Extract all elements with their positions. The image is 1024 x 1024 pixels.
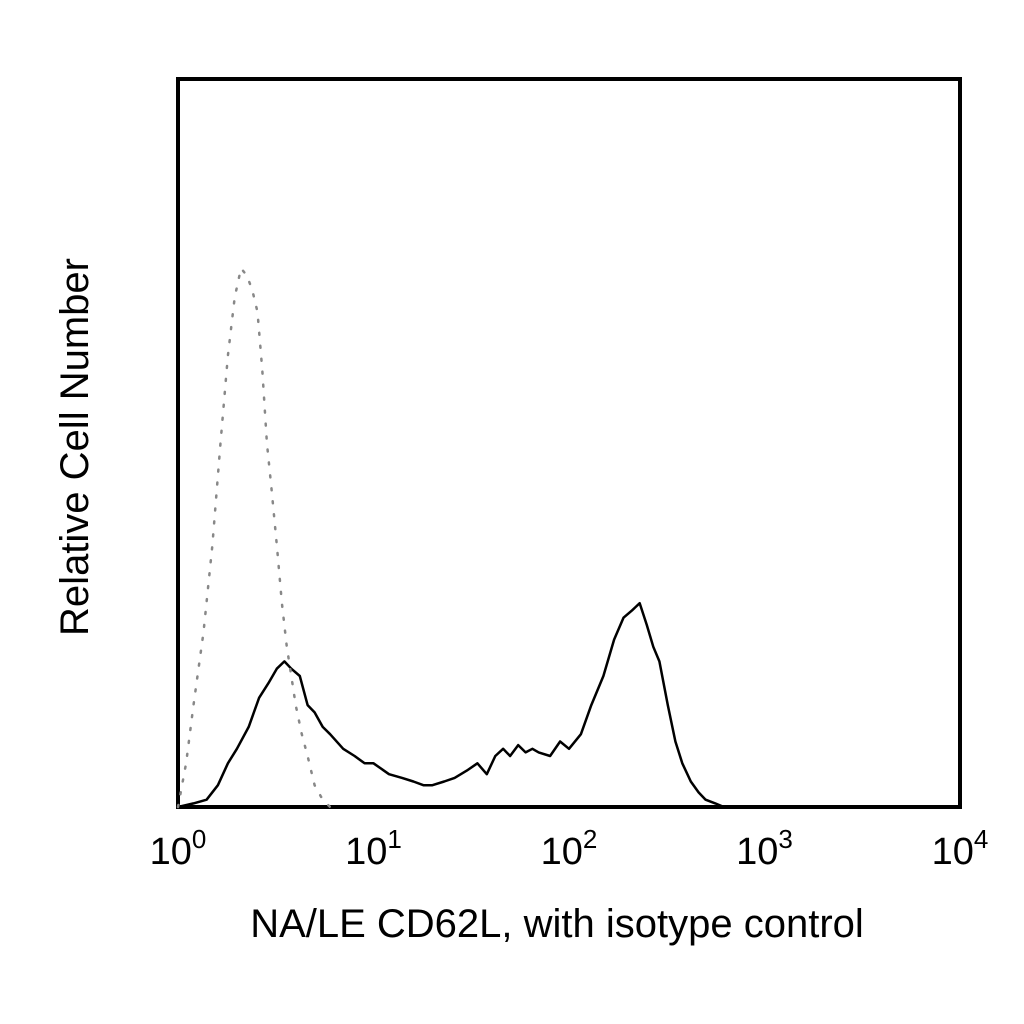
cd62l-histogram-line	[177, 601, 725, 809]
x-tick-label: 100	[150, 824, 207, 873]
x-tick-exponent: 3	[778, 824, 792, 854]
x-axis-title: NA/LE CD62L, with isotype control	[250, 902, 864, 946]
x-tick-base: 10	[345, 831, 387, 873]
x-tick-base: 10	[932, 831, 974, 873]
x-tick-exponent: 0	[192, 824, 206, 854]
x-tick-base: 10	[736, 831, 778, 873]
x-tick-label: 104	[932, 824, 989, 873]
x-tick-base: 10	[541, 831, 583, 873]
x-tick-label: 102	[541, 824, 598, 873]
y-axis-title: Relative Cell Number	[53, 258, 97, 636]
x-tick-label: 103	[736, 824, 793, 873]
x-tick-exponent: 4	[974, 824, 988, 854]
isotype-control-histogram-line	[176, 265, 332, 809]
plot-frame	[176, 77, 962, 809]
x-tick-labels: 100 101 102 103 104	[150, 824, 989, 873]
x-tick-base: 10	[150, 831, 192, 873]
x-tick-exponent: 2	[583, 824, 597, 854]
series-layer	[176, 265, 725, 809]
x-tick-exponent: 1	[387, 824, 401, 854]
x-tick-label: 101	[345, 824, 402, 873]
